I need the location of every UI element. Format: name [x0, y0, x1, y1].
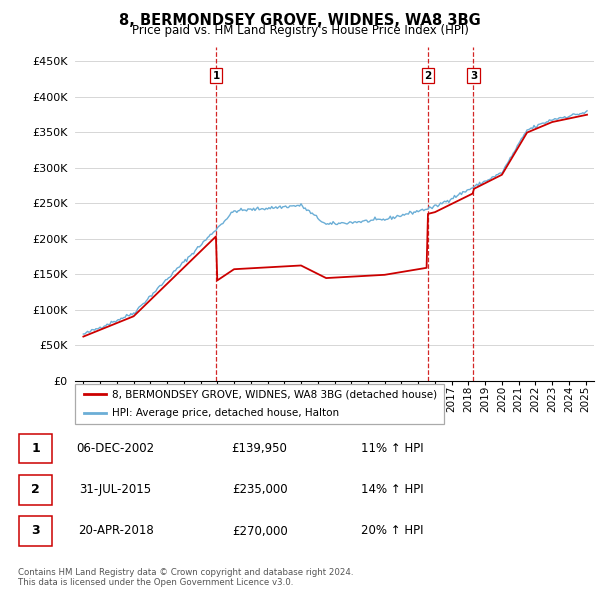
- Text: 20% ↑ HPI: 20% ↑ HPI: [361, 525, 424, 537]
- Text: 11% ↑ HPI: 11% ↑ HPI: [361, 442, 424, 455]
- Text: 1: 1: [31, 442, 40, 455]
- Text: 31-JUL-2015: 31-JUL-2015: [80, 483, 152, 496]
- Text: Contains HM Land Registry data © Crown copyright and database right 2024.
This d: Contains HM Land Registry data © Crown c…: [18, 568, 353, 587]
- Text: 06-DEC-2002: 06-DEC-2002: [77, 442, 155, 455]
- Text: 8, BERMONDSEY GROVE, WIDNES, WA8 3BG (detached house): 8, BERMONDSEY GROVE, WIDNES, WA8 3BG (de…: [112, 389, 437, 399]
- Text: 2: 2: [424, 71, 431, 81]
- Text: £235,000: £235,000: [232, 483, 287, 496]
- FancyBboxPatch shape: [19, 475, 52, 504]
- Text: 2: 2: [31, 483, 40, 496]
- FancyBboxPatch shape: [19, 516, 52, 546]
- Text: 14% ↑ HPI: 14% ↑ HPI: [361, 483, 424, 496]
- Text: Price paid vs. HM Land Registry's House Price Index (HPI): Price paid vs. HM Land Registry's House …: [131, 24, 469, 37]
- Text: 20-APR-2018: 20-APR-2018: [78, 525, 154, 537]
- FancyBboxPatch shape: [75, 384, 444, 424]
- Text: HPI: Average price, detached house, Halton: HPI: Average price, detached house, Halt…: [112, 408, 339, 418]
- Text: 8, BERMONDSEY GROVE, WIDNES, WA8 3BG: 8, BERMONDSEY GROVE, WIDNES, WA8 3BG: [119, 13, 481, 28]
- Text: 3: 3: [470, 71, 477, 81]
- Text: £139,950: £139,950: [232, 442, 287, 455]
- Text: 1: 1: [212, 71, 220, 81]
- Text: £270,000: £270,000: [232, 525, 287, 537]
- Text: 3: 3: [31, 525, 40, 537]
- FancyBboxPatch shape: [19, 434, 52, 463]
